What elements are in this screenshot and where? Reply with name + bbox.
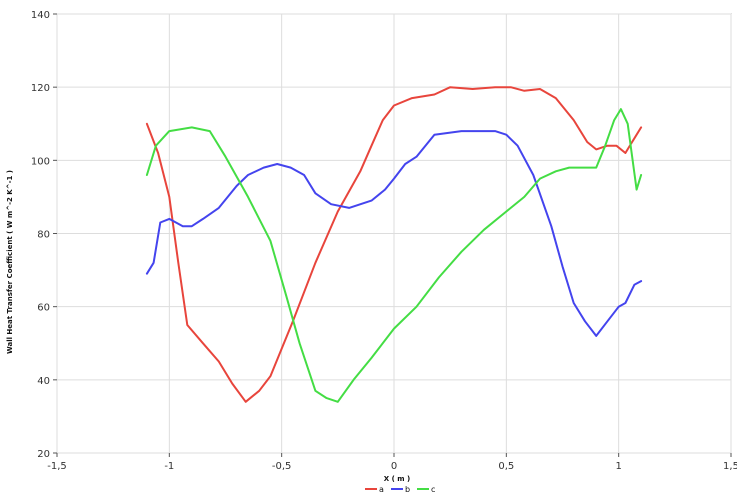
y-axis: 20 40 60 80 100 120 140	[31, 10, 57, 460]
y-tick-label: 60	[37, 303, 50, 314]
y-tick-label: 40	[37, 376, 50, 387]
x-tick-label: -1,5	[47, 461, 67, 472]
series-line-b	[145, 130, 643, 337]
series-lines	[145, 86, 643, 403]
x-axis-label: X ( m )	[384, 475, 410, 483]
x-tick-label: 0	[391, 461, 397, 472]
y-tick-label: 140	[31, 10, 50, 21]
x-tick-label: -1	[164, 461, 174, 472]
series-line-c	[145, 108, 643, 403]
x-tick-label: 1	[615, 461, 621, 472]
legend: a b c	[365, 485, 435, 494]
y-tick-label: 120	[31, 83, 50, 94]
y-tick-label: 100	[31, 156, 50, 167]
x-tick-label: 0,5	[498, 461, 514, 472]
x-tick-label: 1,5	[723, 461, 737, 472]
x-tick-label: -0,5	[272, 461, 292, 472]
series-line-a	[145, 86, 643, 403]
y-axis-label: Wall Heat Transfer Coefficient ( W m^-2 …	[6, 170, 14, 354]
legend-label-c: c	[431, 485, 435, 494]
legend-label-b: b	[405, 485, 410, 494]
y-tick-label: 20	[37, 449, 50, 460]
y-tick-label: 80	[37, 230, 50, 241]
x-axis: -1,5 -1 -0,5 0 0,5 1 1,5	[47, 453, 737, 472]
legend-label-a: a	[379, 485, 384, 494]
